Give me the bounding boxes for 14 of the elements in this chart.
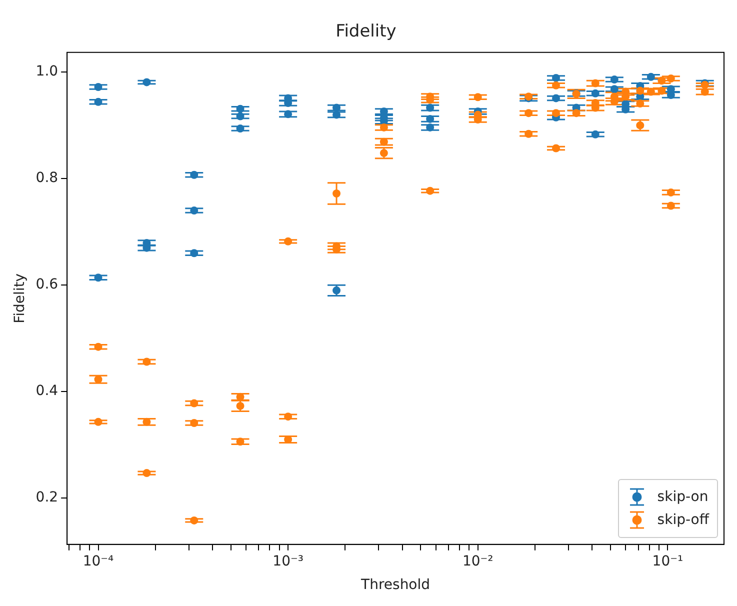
legend-label: skip-off [657,512,709,528]
y-tick-label: 0.8 [36,170,58,186]
y-tick-label: 0.4 [36,383,58,400]
x-tick-label: 10⁻² [462,553,494,570]
y-tick-label: 1.0 [36,64,58,80]
x-tick-label: 10⁻¹ [652,553,684,570]
chart-title: Fidelity [336,22,396,42]
legend-label: skip-on [657,489,708,506]
x-axis-title: Threshold [360,577,430,594]
y-tick-label: 0.6 [36,276,58,293]
x-tick-label: 10⁻⁴ [82,553,114,570]
y-tick-label: 0.2 [36,490,58,506]
x-tick-label: 10⁻³ [272,553,304,570]
y-axis-title: Fidelity [12,273,28,324]
